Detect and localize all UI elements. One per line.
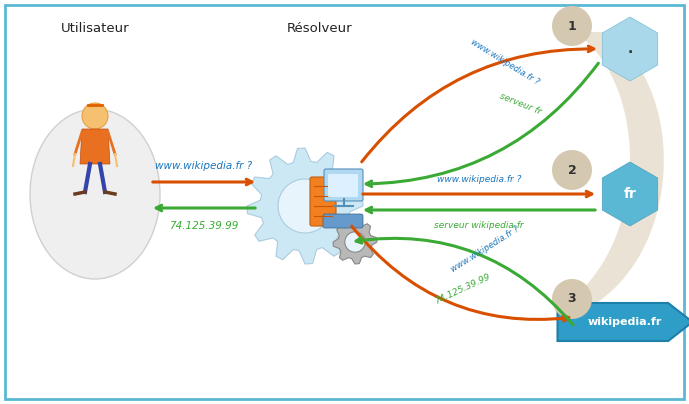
Text: www.wikipedia.fr ?: www.wikipedia.fr ?	[437, 175, 521, 183]
Polygon shape	[602, 162, 658, 226]
Text: Utilisateur: Utilisateur	[61, 23, 130, 36]
FancyBboxPatch shape	[310, 177, 336, 226]
Text: www.wikipedia.fr ?: www.wikipedia.fr ?	[449, 224, 521, 274]
Text: .: .	[628, 42, 633, 56]
Ellipse shape	[30, 109, 160, 279]
Text: wikipedia.fr: wikipedia.fr	[588, 317, 662, 327]
Polygon shape	[80, 129, 110, 164]
Text: 3: 3	[568, 292, 576, 305]
Text: 74.125.39.99: 74.125.39.99	[433, 272, 491, 306]
Circle shape	[552, 279, 592, 319]
Circle shape	[82, 103, 108, 129]
Text: www.wikipedia.fr ?: www.wikipedia.fr ?	[469, 37, 541, 87]
Polygon shape	[565, 304, 605, 332]
FancyBboxPatch shape	[328, 174, 358, 197]
Circle shape	[552, 6, 592, 46]
Text: Résolveur: Résolveur	[287, 23, 353, 36]
FancyBboxPatch shape	[323, 214, 363, 228]
Text: fr: fr	[624, 187, 637, 201]
Text: www.wikipedia.fr ?: www.wikipedia.fr ?	[156, 161, 253, 171]
Text: serveur wikipedia.fr: serveur wikipedia.fr	[434, 221, 524, 231]
Polygon shape	[247, 148, 363, 264]
Polygon shape	[565, 32, 664, 304]
Text: 2: 2	[568, 164, 577, 177]
Circle shape	[278, 179, 332, 233]
Text: serveur fr: serveur fr	[498, 92, 542, 116]
Text: 74.125.39.99: 74.125.39.99	[169, 221, 238, 231]
Circle shape	[552, 150, 592, 190]
Text: 1: 1	[568, 19, 577, 32]
Polygon shape	[333, 220, 377, 264]
FancyBboxPatch shape	[324, 169, 363, 201]
Polygon shape	[557, 303, 689, 341]
Circle shape	[344, 232, 365, 252]
Polygon shape	[602, 17, 658, 81]
